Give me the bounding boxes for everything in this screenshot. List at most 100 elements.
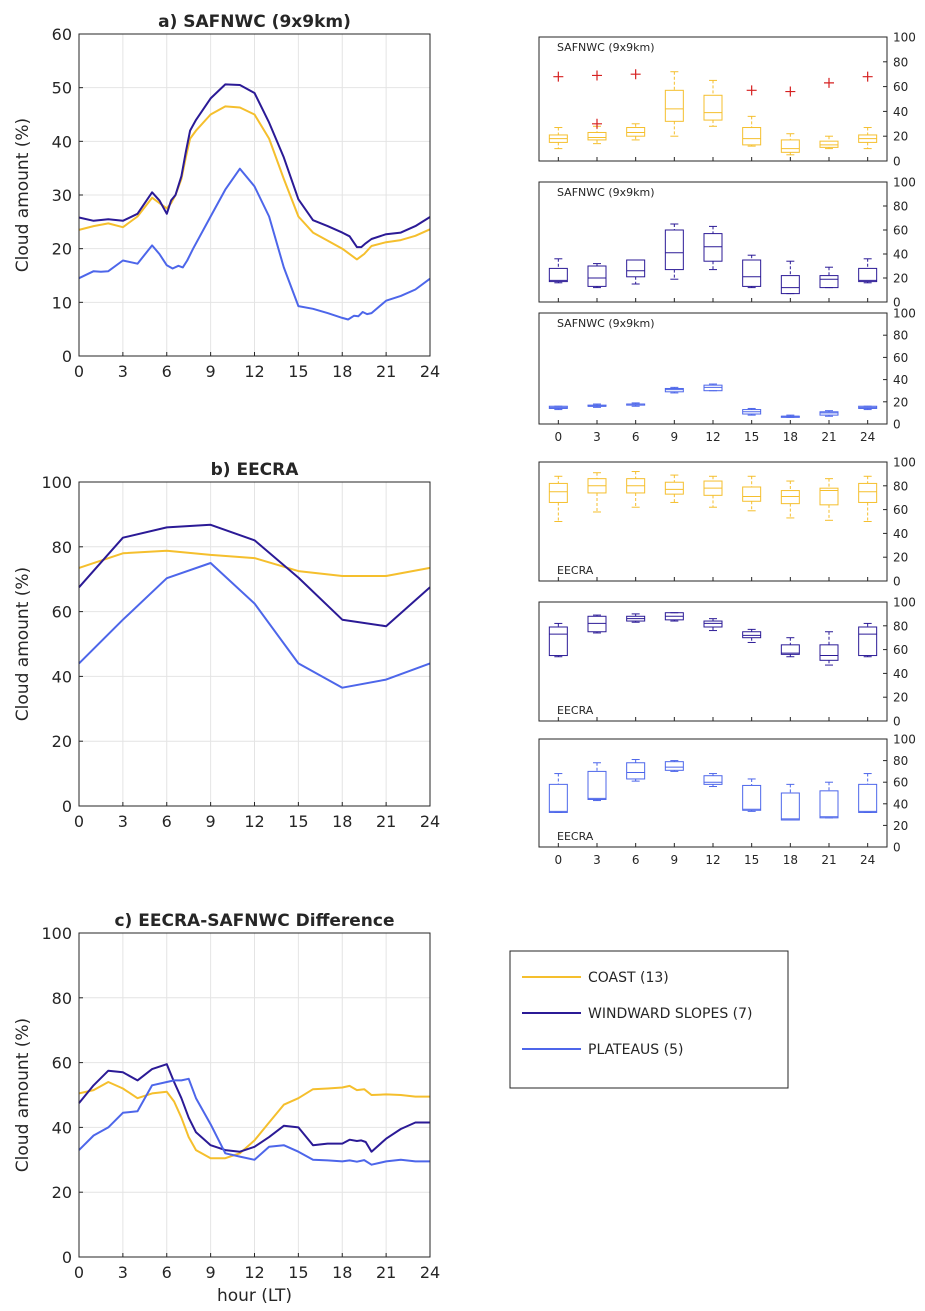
x-tick-label: 24 xyxy=(860,853,875,867)
box-18 xyxy=(780,260,800,295)
y-tick-label: 0 xyxy=(893,155,901,169)
x-tick-label: 3 xyxy=(118,1263,128,1282)
x-tick-label: 21 xyxy=(821,853,836,867)
x-tick-label: 6 xyxy=(632,430,640,444)
x-tick-label: 6 xyxy=(162,1263,172,1282)
x-tick-label: 15 xyxy=(744,853,759,867)
y-tick-label: 60 xyxy=(893,351,908,365)
box-iqr xyxy=(819,140,839,148)
x-tick-label: 18 xyxy=(332,362,352,381)
box-iqr xyxy=(548,482,568,503)
series-line-coast xyxy=(78,549,431,577)
y-tick-label: 80 xyxy=(52,538,72,557)
y-tick-label: 0 xyxy=(62,347,72,366)
series-line-windward xyxy=(78,523,431,628)
box-iqr xyxy=(626,259,646,278)
box-3 xyxy=(587,762,607,802)
box-12 xyxy=(703,383,723,392)
x-tick-label: 12 xyxy=(244,1263,264,1282)
outlier-marker xyxy=(630,69,641,80)
x-tick-label: 12 xyxy=(705,853,720,867)
y-tick-label: 60 xyxy=(52,25,72,44)
outlier-marker xyxy=(746,85,757,96)
box-6 xyxy=(626,613,646,623)
y-tick-label: 20 xyxy=(52,240,72,259)
x-tick-label: 18 xyxy=(783,853,798,867)
x-tick-label: 0 xyxy=(74,362,84,381)
box-15 xyxy=(742,475,762,512)
plot-area xyxy=(538,181,888,303)
legend-frame xyxy=(509,950,789,1089)
outlier-marker xyxy=(553,71,564,82)
box-iqr xyxy=(664,761,684,771)
x-tick-label: 24 xyxy=(420,362,440,381)
box-18 xyxy=(780,783,800,821)
box-iqr xyxy=(858,267,878,283)
panel-label: SAFNWC (9x9km) xyxy=(557,317,655,330)
box-iqr xyxy=(703,620,723,628)
y-tick-label: 100 xyxy=(41,924,72,943)
plot-area xyxy=(538,36,888,162)
box-12 xyxy=(703,225,723,271)
box-iqr xyxy=(742,127,762,146)
box-21 xyxy=(819,266,839,289)
box-21 xyxy=(819,631,839,666)
chart-box-eecra-plateaus: 0 20 40 60 80 100 0 3 6 9 12 15 18 21 24 EECRA xyxy=(538,733,916,867)
box-iqr xyxy=(664,229,684,271)
box-iqr xyxy=(626,762,646,780)
x-tick-label: 21 xyxy=(376,362,396,381)
y-tick-label: 0 xyxy=(893,715,901,729)
y-tick-label: 0 xyxy=(893,296,901,310)
x-tick-label: 3 xyxy=(118,812,128,831)
box-iqr xyxy=(858,783,878,813)
box-3 xyxy=(587,403,607,408)
box-0 xyxy=(548,475,568,522)
y-tick-label: 10 xyxy=(52,293,72,312)
box-9 xyxy=(664,71,684,137)
box-21 xyxy=(819,478,839,521)
x-tick-label: 21 xyxy=(821,430,836,444)
y-tick-label: 60 xyxy=(893,776,908,790)
outlier-marker xyxy=(824,77,834,88)
x-tick-label: 18 xyxy=(332,1263,352,1282)
box-6 xyxy=(626,402,646,407)
x-tick-label: 3 xyxy=(593,430,601,444)
x-tick-label: 6 xyxy=(632,853,640,867)
x-tick-label: 15 xyxy=(288,1263,308,1282)
box-18 xyxy=(780,86,800,156)
y-tick-label: 80 xyxy=(893,479,908,493)
y-tick-label: 80 xyxy=(893,329,908,343)
box-3 xyxy=(587,614,607,634)
box-12 xyxy=(703,79,723,127)
box-iqr xyxy=(858,626,878,657)
x-tick-label: 0 xyxy=(555,430,563,444)
legend-label: PLATEAUS (5) xyxy=(588,1042,683,1058)
x-tick-label: 21 xyxy=(376,1263,396,1282)
x-tick-label: 18 xyxy=(783,430,798,444)
outlier-marker xyxy=(785,86,796,97)
box-0 xyxy=(548,71,568,150)
y-tick-label: 100 xyxy=(893,456,916,470)
box-iqr xyxy=(703,233,723,262)
chart-b: 0 3 6 9 12 15 18 21 24 0 20 40 60 80 100 b) EECRA Cloud … xyxy=(13,460,440,831)
series-line-plateaus xyxy=(78,1077,430,1166)
y-tick-label: 100 xyxy=(893,596,916,610)
box-iqr xyxy=(780,792,800,821)
series-line-coast xyxy=(78,105,431,261)
box-iqr xyxy=(626,127,646,137)
y-axis-label: Cloud amount (%) xyxy=(13,118,33,272)
box-iqr xyxy=(587,615,607,633)
x-tick-label: 0 xyxy=(74,812,84,831)
box-0 xyxy=(548,622,568,658)
box-iqr xyxy=(587,265,607,287)
legend: COAST (13) WINDWARD SLOPES (7) PLATEAUS (5… xyxy=(509,950,789,1089)
x-tick-label: 9 xyxy=(671,853,679,867)
y-tick-label: 0 xyxy=(62,1248,72,1267)
series-line-windward xyxy=(78,83,431,249)
box-18 xyxy=(780,414,800,418)
panel-label: SAFNWC (9x9km) xyxy=(557,41,655,54)
y-tick-label: 20 xyxy=(52,732,72,751)
box-9 xyxy=(664,474,684,503)
box-iqr xyxy=(780,490,800,505)
